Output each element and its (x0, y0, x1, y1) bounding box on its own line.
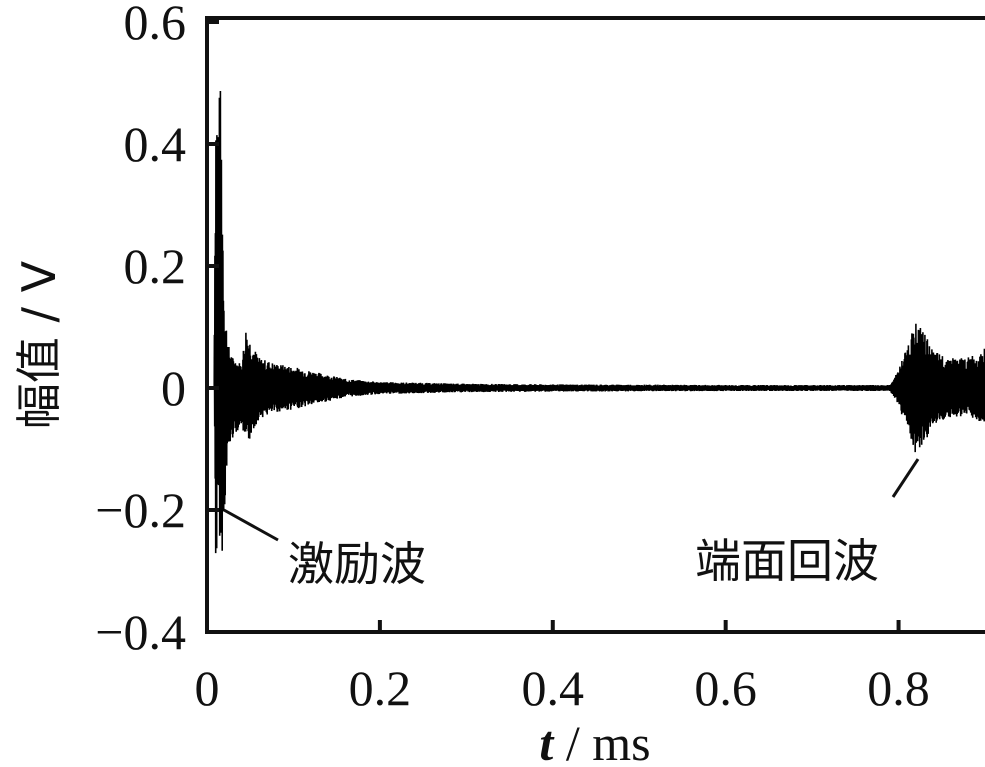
end-echo-leader-line (891, 458, 920, 498)
x-tick-label: 0.8 (867, 660, 930, 716)
y-tick-label: 0 (161, 360, 186, 416)
excitation-leader-line (223, 508, 279, 542)
end-echo-label: 端面回波 (695, 534, 879, 588)
signal-line (213, 90, 985, 554)
x-tick-label: 0.4 (522, 660, 585, 716)
x-tick-label: 0.6 (694, 660, 757, 716)
signal-trace (213, 90, 985, 554)
y-tick-label: 0.2 (124, 238, 187, 294)
x-tick-label: 0 (195, 660, 220, 716)
y-tick-label: 0.6 (124, 0, 187, 50)
excitation-wave-label: 激励波 (288, 537, 426, 591)
x-axis-label: t / ms (539, 715, 650, 767)
y-tick-label: −0.4 (95, 604, 186, 660)
x-tick-label: 0.2 (349, 660, 412, 716)
y-tick-label: −0.2 (95, 482, 186, 538)
plot-frame (205, 16, 985, 634)
y-axis-label: 幅值 / V (12, 260, 66, 429)
y-tick-label: 0.4 (124, 116, 187, 172)
